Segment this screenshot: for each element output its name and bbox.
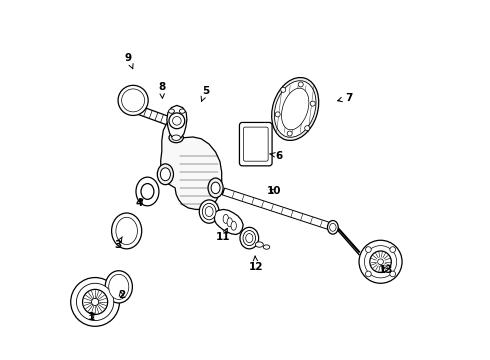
Ellipse shape	[202, 203, 216, 220]
Ellipse shape	[327, 221, 338, 234]
Ellipse shape	[160, 168, 171, 181]
Ellipse shape	[136, 177, 159, 206]
Circle shape	[390, 247, 395, 252]
Ellipse shape	[208, 178, 223, 198]
Text: 13: 13	[378, 265, 393, 275]
Circle shape	[390, 271, 395, 277]
Ellipse shape	[169, 109, 174, 113]
Circle shape	[71, 278, 120, 326]
Circle shape	[76, 283, 114, 320]
Circle shape	[366, 271, 371, 277]
Ellipse shape	[227, 218, 232, 227]
Circle shape	[281, 87, 286, 92]
Ellipse shape	[111, 277, 126, 297]
Ellipse shape	[141, 184, 154, 199]
Text: 11: 11	[216, 228, 230, 242]
Circle shape	[82, 289, 108, 315]
Circle shape	[122, 89, 145, 112]
Circle shape	[305, 126, 310, 131]
Circle shape	[365, 246, 397, 278]
Circle shape	[378, 259, 383, 265]
Circle shape	[287, 131, 292, 136]
Polygon shape	[222, 188, 332, 230]
Polygon shape	[215, 210, 243, 234]
Ellipse shape	[282, 88, 309, 130]
Ellipse shape	[205, 207, 213, 217]
Ellipse shape	[330, 224, 336, 231]
Circle shape	[370, 251, 392, 273]
Polygon shape	[167, 105, 187, 139]
Ellipse shape	[169, 133, 183, 143]
Ellipse shape	[172, 135, 180, 140]
Polygon shape	[161, 122, 221, 210]
Ellipse shape	[157, 164, 173, 185]
Ellipse shape	[240, 227, 259, 249]
Ellipse shape	[223, 215, 228, 223]
Text: 12: 12	[248, 256, 263, 272]
FancyBboxPatch shape	[240, 122, 272, 166]
Ellipse shape	[199, 200, 219, 223]
Circle shape	[172, 117, 181, 125]
Text: 5: 5	[201, 86, 209, 102]
Ellipse shape	[118, 220, 136, 242]
Text: 2: 2	[118, 291, 125, 301]
Ellipse shape	[271, 77, 318, 140]
Circle shape	[298, 82, 303, 87]
Ellipse shape	[274, 81, 316, 137]
Circle shape	[366, 247, 371, 252]
Circle shape	[359, 240, 402, 283]
Ellipse shape	[231, 221, 236, 230]
Ellipse shape	[105, 271, 132, 303]
Circle shape	[310, 101, 315, 106]
Circle shape	[92, 298, 98, 306]
FancyBboxPatch shape	[244, 127, 268, 161]
Text: 3: 3	[114, 237, 122, 249]
Text: 6: 6	[270, 150, 283, 161]
Ellipse shape	[255, 242, 263, 247]
Ellipse shape	[116, 217, 137, 244]
Ellipse shape	[245, 234, 253, 243]
Ellipse shape	[179, 109, 185, 113]
Text: 10: 10	[267, 186, 282, 197]
Text: 1: 1	[88, 312, 95, 322]
Text: 4: 4	[136, 198, 143, 208]
Ellipse shape	[112, 213, 142, 249]
Circle shape	[169, 113, 185, 129]
Text: 8: 8	[158, 82, 166, 98]
Text: 7: 7	[338, 93, 353, 103]
Ellipse shape	[211, 182, 220, 194]
Circle shape	[118, 85, 148, 116]
Text: 9: 9	[125, 53, 133, 69]
Ellipse shape	[109, 274, 129, 300]
Ellipse shape	[243, 230, 256, 246]
Ellipse shape	[263, 245, 270, 249]
Circle shape	[125, 93, 141, 108]
Circle shape	[275, 112, 280, 117]
